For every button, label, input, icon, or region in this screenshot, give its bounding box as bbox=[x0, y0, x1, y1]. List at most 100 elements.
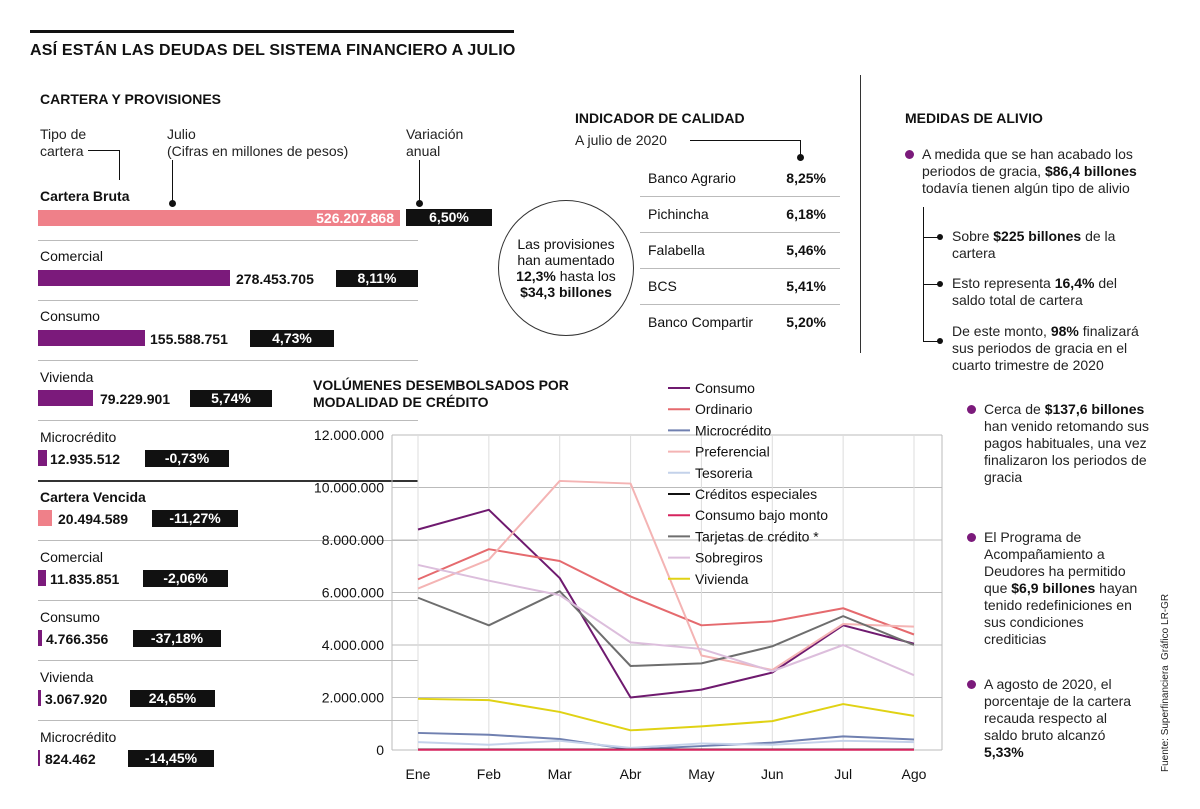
page-title: ASÍ ESTÁN LAS DEUDAS DEL SISTEMA FINANCI… bbox=[30, 42, 516, 59]
calidad-value: 5,20% bbox=[786, 314, 826, 330]
x-tick-label: Feb bbox=[477, 766, 501, 782]
value-consumo-vencida: 4.766.356 bbox=[46, 631, 109, 647]
x-tick-label: Ene bbox=[406, 766, 431, 782]
callout-pct: 12,3% bbox=[516, 268, 556, 284]
callout-amount: $34,3 billones bbox=[520, 284, 612, 300]
alivio-bullet-3: El Programa de Acompañamiento a Deudores… bbox=[984, 529, 1149, 648]
change-microcredito-vencida: -14,45% bbox=[128, 750, 214, 767]
col-julio-label: Julio (Cifras en millones de pesos) bbox=[167, 126, 348, 160]
provisiones-callout: Las provisiones han aumentado 12,3% hast… bbox=[498, 200, 634, 336]
alivio-text: El Programa de Acompañamiento a Deudores… bbox=[984, 529, 1126, 596]
julio-pointer-dot bbox=[169, 200, 176, 207]
alivio-text: han venido retomando sus pagos habituale… bbox=[984, 418, 1149, 485]
tipo-pointer-v bbox=[119, 150, 120, 180]
calidad-title: INDICADOR DE CALIDAD bbox=[575, 110, 745, 126]
col-julio-line1: Julio bbox=[167, 126, 196, 142]
calidad-pointer-v bbox=[800, 140, 801, 156]
cartera-title: CARTERA Y PROVISIONES bbox=[40, 91, 222, 107]
callout-line3: 12,3% hasta los bbox=[499, 268, 633, 284]
row-name-microcredito: Microcrédito bbox=[40, 429, 117, 445]
alivio-highlight: 16,4% bbox=[1054, 275, 1095, 291]
row-separator bbox=[38, 600, 418, 601]
series-line bbox=[417, 697, 915, 732]
x-tick-label: Mar bbox=[548, 766, 572, 782]
alivio-bullet-1: A medida que se han acabado los periodos… bbox=[922, 146, 1162, 197]
x-tick-label: Ago bbox=[902, 766, 927, 782]
bullet-dot bbox=[967, 680, 976, 689]
calidad-row: BCS 5,41% bbox=[640, 268, 840, 305]
bullet-dot bbox=[967, 405, 976, 414]
source-credit: Fuente: Superfinanciera bbox=[1160, 665, 1171, 772]
legend-label: Vivienda bbox=[695, 571, 749, 587]
col-tipo-label: Tipo de cartera bbox=[40, 126, 87, 159]
alivio-tree-dot bbox=[937, 234, 943, 240]
bar-cartera-vencida bbox=[38, 510, 52, 526]
value-vivienda-vencida: 3.067.920 bbox=[45, 691, 108, 707]
alivio-text: A agosto de 2020, el porcentaje de la ca… bbox=[984, 676, 1132, 743]
tipo-pointer-h bbox=[88, 150, 120, 151]
alivio-text: Cerca de bbox=[984, 401, 1045, 417]
legend-label: Consumo bajo monto bbox=[695, 507, 828, 523]
row-name-comercial-vencida: Comercial bbox=[40, 549, 104, 565]
y-tick-label: 0 bbox=[376, 742, 384, 758]
row-separator bbox=[38, 240, 418, 241]
col-var-label: Variación anual bbox=[406, 126, 464, 159]
series-line bbox=[417, 479, 915, 671]
row-name-microcredito-vencida: Microcrédito bbox=[40, 729, 117, 745]
calidad-bank: Pichincha bbox=[648, 206, 709, 222]
calidad-value: 8,25% bbox=[786, 170, 826, 186]
x-tick-label: May bbox=[688, 766, 714, 782]
bar-comercial bbox=[38, 270, 230, 286]
var-pointer-dot bbox=[416, 200, 423, 207]
series-line bbox=[417, 563, 915, 677]
calidad-pointer-h bbox=[690, 140, 800, 141]
value-consumo: 155.588.751 bbox=[150, 331, 228, 347]
calidad-bank: Banco Agrario bbox=[648, 170, 736, 186]
bar-consumo-vencida bbox=[38, 630, 42, 646]
alivio-highlight: $137,6 billones bbox=[1044, 401, 1145, 417]
legend-label: Tarjetas de crédito * bbox=[695, 528, 819, 544]
alivio-bullet-2: Cerca de $137,6 billones han venido reto… bbox=[984, 401, 1149, 486]
row-separator bbox=[38, 540, 418, 541]
legend-label: Consumo bbox=[695, 380, 755, 396]
alivio-highlight: 5,33% bbox=[984, 744, 1024, 760]
calidad-bank: Falabella bbox=[648, 242, 705, 258]
calidad-bank: Banco Compartir bbox=[648, 314, 754, 330]
alivio-highlight: 98% bbox=[1050, 323, 1079, 339]
alivio-tree-branch bbox=[923, 237, 939, 238]
row-separator bbox=[38, 360, 418, 361]
change-consumo: 4,73% bbox=[250, 330, 334, 347]
value-microcredito-vencida: 824.462 bbox=[45, 751, 96, 767]
calidad-pointer-dot bbox=[797, 154, 804, 161]
bar-consumo bbox=[38, 330, 145, 346]
bar-microcredito-vencida bbox=[38, 750, 40, 766]
column-divider bbox=[860, 75, 861, 353]
change-comercial-vencida: -2,06% bbox=[143, 570, 228, 587]
bar-microcredito bbox=[38, 450, 47, 466]
section-separator bbox=[38, 480, 418, 482]
var-pointer bbox=[419, 160, 420, 202]
chart-title: VOLÚMENES DESEMBOLSADOS POR MODALIDAD DE… bbox=[313, 377, 569, 410]
row-name-consumo-vencida: Consumo bbox=[40, 609, 100, 625]
change-vivienda: 5,74% bbox=[190, 390, 272, 407]
alivio-text: finalizará sus periodos de gracia en el … bbox=[952, 323, 1139, 373]
legend-label: Créditos especiales bbox=[695, 486, 817, 502]
alivio-tree-branch bbox=[923, 284, 939, 285]
change-microcredito: -0,73% bbox=[145, 450, 229, 467]
alivio-text: hayan tenido redefiniciones en sus condi… bbox=[984, 580, 1138, 647]
row-name-consumo: Consumo bbox=[40, 308, 100, 324]
series-line bbox=[417, 731, 915, 751]
alivio-text: de la cartera bbox=[952, 228, 1116, 261]
series-line bbox=[417, 590, 915, 667]
row-name-vivienda: Vivienda bbox=[40, 369, 94, 385]
alivio-text: Esto representa bbox=[952, 275, 1055, 291]
legend-label: Ordinario bbox=[695, 401, 753, 417]
bullet-dot bbox=[905, 150, 914, 159]
row-name-comercial: Comercial bbox=[40, 248, 104, 264]
legend-label: Tesoreria bbox=[695, 465, 753, 481]
julio-pointer bbox=[172, 160, 173, 202]
callout-line2: han aumentado bbox=[517, 252, 615, 268]
y-tick-label: 8.000.000 bbox=[322, 532, 384, 548]
x-tick-label: Jul bbox=[834, 766, 852, 782]
row-separator bbox=[38, 720, 418, 721]
